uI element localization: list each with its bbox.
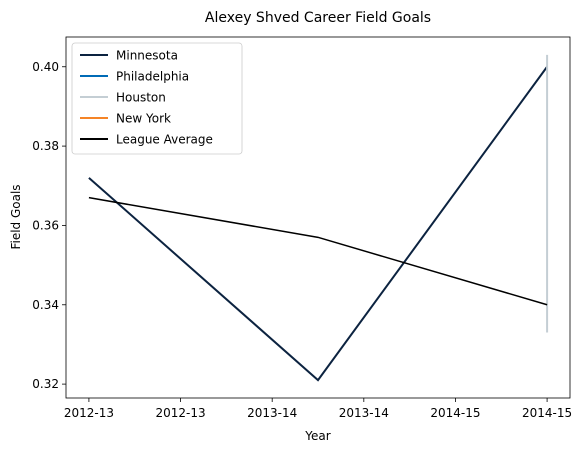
legend-box: [71, 42, 243, 155]
x-axis-label: Year: [304, 429, 330, 443]
series-line-minnesota: [88, 66, 548, 382]
x-tick-label: 2012-13: [155, 406, 205, 420]
axes-frame: [65, 36, 571, 399]
legend-label-houston: Houston: [116, 91, 166, 105]
legend-label-philadelphia: Philadelphia: [116, 70, 189, 84]
series-line-league-average: [88, 196, 548, 306]
legend-label-new-york: New York: [116, 112, 171, 126]
legend: Minnesota Philadelphia Houston New York Leag…: [71, 42, 243, 155]
y-axis-ticks: 0.32 0.34 0.36 0.38 0.40: [32, 60, 66, 391]
y-tick-label: 0.34: [32, 298, 59, 312]
y-tick-label: 0.40: [32, 60, 59, 74]
plot-area: [88, 54, 549, 382]
x-tick-label: 2012-13: [64, 406, 114, 420]
x-tick-label: 2013-14: [247, 406, 297, 420]
y-axis-label: Field Goals: [9, 184, 23, 249]
chart-title: Alexey Shved Career Field Goals: [205, 10, 431, 26]
y-tick-label: 0.36: [32, 218, 59, 232]
legend-label-minnesota: Minnesota: [116, 49, 178, 63]
y-tick-label: 0.32: [32, 377, 59, 391]
x-tick-label: 2014-15: [430, 406, 480, 420]
y-tick-label: 0.38: [32, 139, 59, 153]
legend-label-league-average: League Average: [116, 133, 213, 147]
x-axis-ticks: 2012-13 2012-13 2013-14 2013-14 2014-15 2014-…: [64, 398, 572, 420]
x-tick-label: 2014-15: [522, 406, 572, 420]
x-tick-label: 2013-14: [339, 406, 389, 420]
